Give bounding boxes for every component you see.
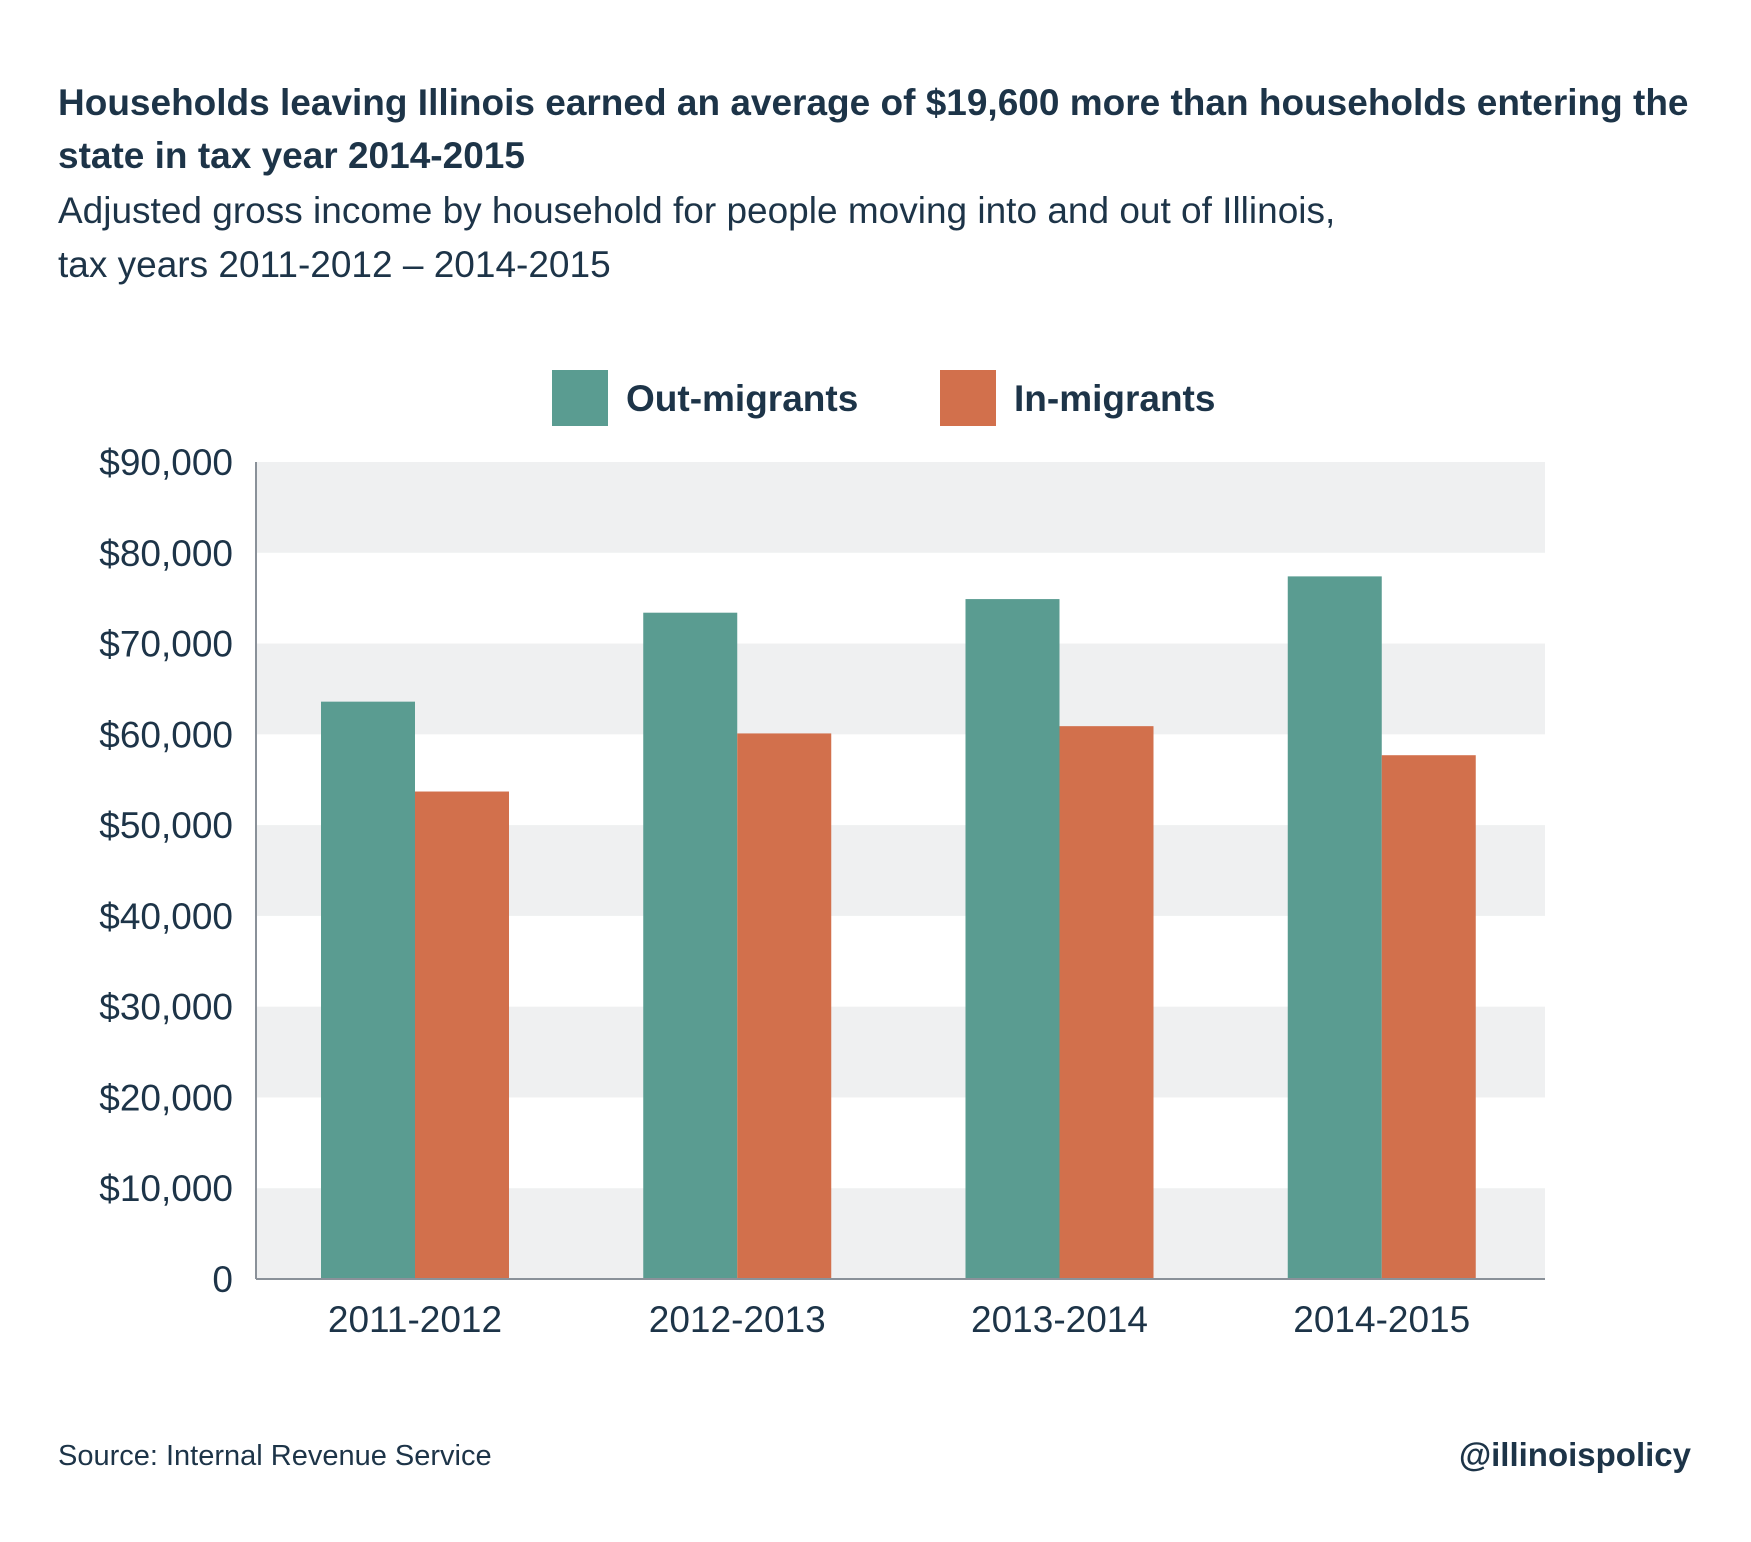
- grid-band: [256, 462, 1545, 553]
- source-note: Source: Internal Revenue Service: [58, 1440, 492, 1472]
- bar-out-migrants-2012-2013: [643, 612, 738, 1279]
- bar-out-migrants-2014-2015: [1287, 576, 1382, 1279]
- legend-swatch-in-migrants: [940, 370, 996, 426]
- bar-in-migrants-2012-2013: [737, 733, 832, 1279]
- y-tick-label: $10,000: [99, 1168, 233, 1209]
- chart-subtitle-line-1: Adjusted gross income by household for p…: [58, 190, 1336, 231]
- legend-swatch-out-migrants: [552, 370, 608, 426]
- y-tick-label: $80,000: [99, 533, 233, 574]
- bar-in-migrants-2011-2012: [415, 791, 509, 1279]
- bar-in-migrants-2013-2014: [1059, 726, 1154, 1279]
- x-tick-label: 2012-2013: [649, 1299, 826, 1340]
- legend-label-in-migrants: In-migrants: [1014, 378, 1215, 419]
- y-tick-label: $40,000: [99, 896, 233, 937]
- bar-in-migrants-2014-2015: [1381, 755, 1476, 1279]
- x-tick-label: 2014-2015: [1293, 1299, 1470, 1340]
- y-tick-label: $90,000: [99, 442, 233, 483]
- x-tick-label: 2013-2014: [971, 1299, 1148, 1340]
- y-tick-label: $20,000: [99, 1077, 233, 1118]
- y-tick-label: $60,000: [99, 714, 233, 755]
- bar-out-migrants-2013-2014: [965, 599, 1060, 1279]
- x-tick-label: 2011-2012: [328, 1299, 502, 1340]
- bar-out-migrants-2011-2012: [321, 701, 415, 1279]
- chart-subtitle-line-2: tax years 2011-2012 – 2014-2015: [58, 244, 611, 285]
- legend-label-out-migrants: Out-migrants: [626, 378, 858, 419]
- chart-title: Households leaving Illinois earned an av…: [58, 82, 1689, 176]
- y-tick-label: $30,000: [99, 987, 233, 1028]
- social-handle: @illinoispolicy: [1458, 1436, 1691, 1473]
- chart-subtitle: Adjusted gross income by household for p…: [58, 184, 1708, 292]
- y-tick-label: 0: [212, 1259, 233, 1300]
- y-tick-label: $70,000: [99, 624, 233, 665]
- y-tick-label: $50,000: [99, 805, 233, 846]
